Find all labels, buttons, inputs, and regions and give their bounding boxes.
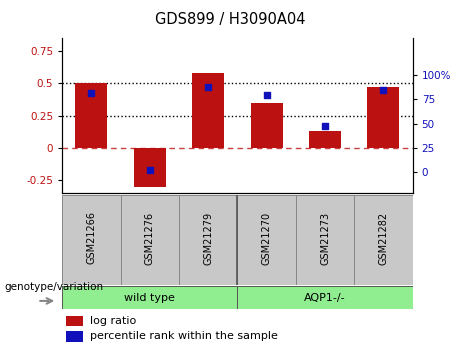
Text: percentile rank within the sample: percentile rank within the sample — [90, 332, 278, 342]
Bar — [354, 195, 413, 285]
Text: GSM21276: GSM21276 — [145, 211, 155, 265]
Point — [380, 87, 387, 92]
Point — [88, 90, 95, 95]
Point — [263, 92, 270, 97]
Bar — [237, 286, 413, 309]
Bar — [121, 195, 179, 285]
Bar — [367, 87, 399, 148]
Bar — [75, 83, 107, 148]
Text: GSM21270: GSM21270 — [261, 211, 272, 265]
Point — [146, 167, 154, 173]
Point — [205, 84, 212, 90]
Text: GSM21282: GSM21282 — [378, 211, 389, 265]
Bar — [134, 148, 166, 187]
Bar — [62, 195, 121, 285]
Text: wild type: wild type — [124, 293, 175, 303]
Text: log ratio: log ratio — [90, 316, 136, 326]
Point — [321, 123, 329, 128]
Bar — [251, 102, 283, 148]
Bar — [179, 195, 237, 285]
Bar — [296, 195, 354, 285]
Text: AQP1-/-: AQP1-/- — [304, 293, 346, 303]
Text: GSM21273: GSM21273 — [320, 211, 330, 265]
Text: GSM21279: GSM21279 — [203, 211, 213, 265]
Bar — [237, 195, 296, 285]
Text: GSM21266: GSM21266 — [86, 211, 96, 265]
Bar — [309, 131, 341, 148]
Bar — [66, 315, 83, 326]
Text: genotype/variation: genotype/variation — [5, 282, 104, 292]
Bar — [66, 331, 83, 342]
Text: GDS899 / H3090A04: GDS899 / H3090A04 — [155, 12, 306, 27]
Bar — [62, 286, 237, 309]
Bar — [192, 73, 225, 148]
